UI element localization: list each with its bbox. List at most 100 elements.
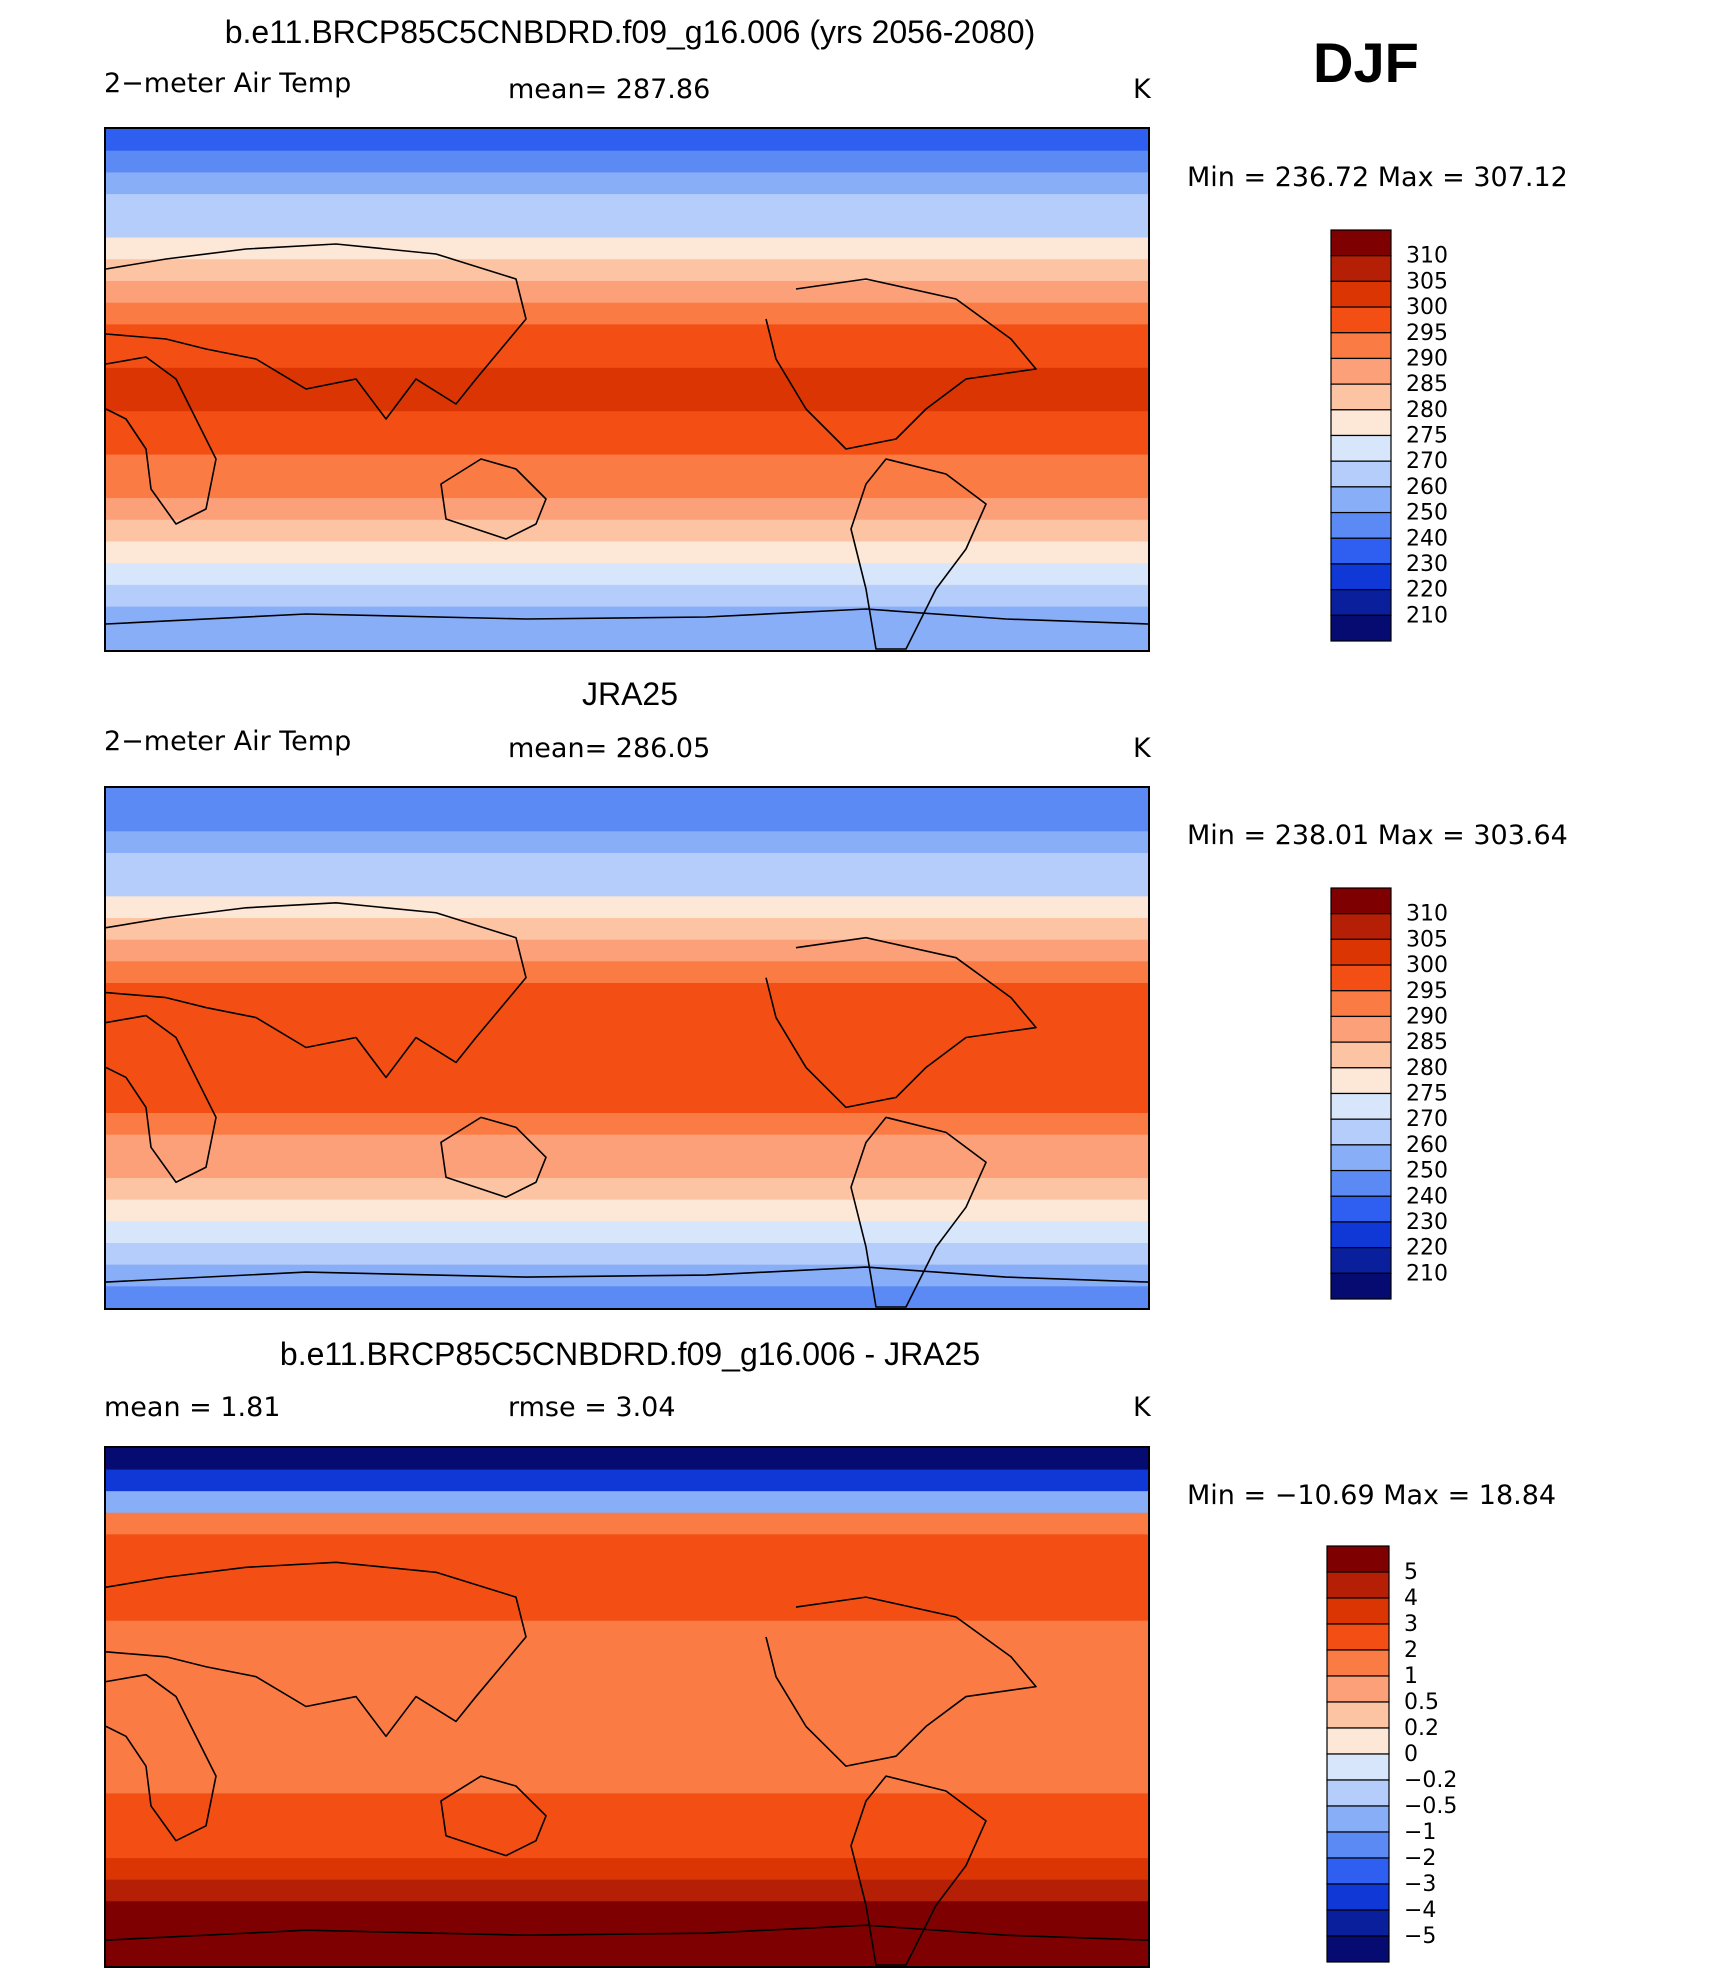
map-field-diff <box>106 1448 1148 1966</box>
colorbar-tick-label: 0 <box>1404 1742 1418 1767</box>
colorbar-swatch <box>1330 1015 1392 1043</box>
colorbar-swatch <box>1330 1221 1392 1249</box>
lat-band <box>106 809 1148 832</box>
lat-band <box>106 1156 1148 1179</box>
colorbar-tick-label: 270 <box>1406 1107 1448 1132</box>
colorbar-tick-label: −0.5 <box>1404 1794 1457 1819</box>
lat-band <box>106 1178 1148 1201</box>
lat-band <box>106 1728 1148 1751</box>
colorbar-tick-label: 0.5 <box>1404 1690 1439 1715</box>
map-panel-obs <box>104 786 1150 1310</box>
lat-band <box>106 918 1148 941</box>
lat-band <box>106 1858 1148 1881</box>
lat-band <box>106 1221 1148 1244</box>
lat-band <box>106 1879 1148 1902</box>
colorbar-swatch <box>1330 1272 1392 1300</box>
colorbar-tick-label: 275 <box>1406 424 1448 449</box>
colorbar-tick-label: −5 <box>1404 1924 1436 1949</box>
colorbar-swatch <box>1326 1597 1390 1625</box>
lat-band <box>106 1469 1148 1492</box>
colorbar-tick-label: 240 <box>1406 526 1448 551</box>
colorbar-tick-label: 270 <box>1406 449 1448 474</box>
lat-band <box>106 1113 1148 1136</box>
map-field-model <box>106 129 1148 650</box>
colorbar-swatch <box>1330 1247 1392 1274</box>
lat-band <box>106 1243 1148 1266</box>
colorbar-tick-label: 310 <box>1406 244 1448 269</box>
lat-band <box>106 172 1148 195</box>
colorbar-tick-label: 290 <box>1406 346 1448 371</box>
colorbar-swatch <box>1326 1909 1390 1937</box>
colorbar-swatch <box>1330 913 1392 940</box>
colorbar-swatch <box>1330 280 1392 308</box>
colorbar-tick-label: 240 <box>1406 1184 1448 1209</box>
coastline <box>850 1775 987 1966</box>
colorbar-tick-label: 285 <box>1406 1030 1448 1055</box>
colorbar-tick-label: 1 <box>1404 1664 1418 1689</box>
coastline <box>106 243 527 420</box>
lat-band <box>106 1814 1148 1838</box>
panel-title-obs: JRA25 <box>581 676 679 712</box>
colorbar-tick-label: 210 <box>1406 1261 1448 1286</box>
colorbar-tick-label: 275 <box>1406 1082 1448 1107</box>
lat-band <box>106 1026 1148 1049</box>
minmax-label-obs: Min = 238.01 Max = 303.64 <box>1187 820 1568 851</box>
colorbar-tick-label: 290 <box>1406 1004 1448 1029</box>
lat-band <box>106 432 1148 456</box>
coastline <box>106 901 527 1079</box>
lat-band <box>106 1534 1148 1557</box>
coastline <box>106 1673 217 1842</box>
lat-band <box>106 280 1148 304</box>
lat-band <box>106 346 1148 369</box>
lat-band <box>106 874 1148 897</box>
panel-unit-model: K <box>1133 74 1151 105</box>
colorbar-swatch <box>1330 990 1392 1018</box>
map-panel-model <box>104 127 1150 652</box>
colorbar-swatch <box>1326 1727 1390 1755</box>
panel-mean-label-model: mean= 287.86 <box>508 74 711 105</box>
lat-band <box>106 1069 1148 1092</box>
lat-band <box>106 1491 1148 1514</box>
colorbar-tick-label: −4 <box>1404 1898 1436 1923</box>
colorbar-swatch <box>1326 1623 1390 1651</box>
colorbar-swatch <box>1330 486 1392 514</box>
map-panel-diff <box>104 1446 1150 1968</box>
colorbar-swatch <box>1330 383 1392 411</box>
lat-band <box>106 150 1148 174</box>
lat-band <box>106 194 1148 217</box>
lat-band <box>106 129 1148 152</box>
lat-band <box>106 628 1148 650</box>
colorbar-tick-label: 210 <box>1406 603 1448 628</box>
colorbar-swatch <box>1330 1144 1392 1172</box>
colorbar-swatch <box>1326 1805 1390 1833</box>
colorbar-swatch <box>1330 589 1392 616</box>
colorbar-swatch <box>1330 938 1392 966</box>
colorbar-swatch <box>1330 1195 1392 1223</box>
colorbar-swatch <box>1330 357 1392 385</box>
lat-band <box>106 1685 1148 1708</box>
coastline <box>106 1014 217 1184</box>
lat-band <box>106 1555 1148 1579</box>
lat-band <box>106 541 1148 564</box>
lat-band <box>106 788 1148 811</box>
colorbar-swatch <box>1330 255 1392 282</box>
panel-variable-label-obs: 2−meter Air Temp <box>104 726 352 757</box>
lat-band <box>106 961 1148 984</box>
colorbar-swatch <box>1326 1883 1390 1911</box>
colorbar-swatch <box>1330 1067 1392 1095</box>
lat-band <box>106 476 1148 499</box>
colorbar-model: 3103053002952902852802752702602502402302… <box>1330 229 1448 642</box>
coastline <box>440 1775 547 1857</box>
colorbar-swatch <box>1330 563 1392 591</box>
minmax-label-diff: Min = −10.69 Max = 18.84 <box>1187 1480 1557 1511</box>
colorbar-tick-label: 0.2 <box>1404 1716 1439 1741</box>
lat-band <box>106 1836 1148 1859</box>
colorbar-swatch <box>1326 1935 1390 1963</box>
panel-mean-label-obs: mean= 286.05 <box>508 733 711 764</box>
colorbar-tick-label: 300 <box>1406 953 1448 978</box>
colorbar-swatch <box>1326 1571 1390 1599</box>
lat-band <box>106 1599 1148 1622</box>
lat-band <box>106 1944 1148 1966</box>
coastline <box>106 608 1148 625</box>
panel-unit-diff: K <box>1133 1392 1151 1423</box>
